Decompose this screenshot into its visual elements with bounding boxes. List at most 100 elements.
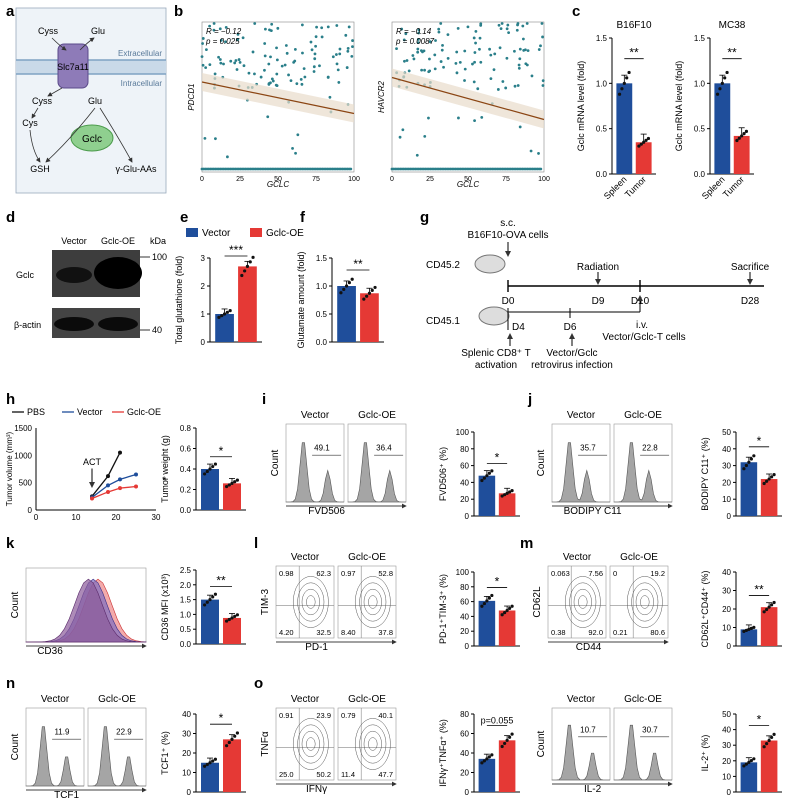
y-axis-label: PD-1⁺TIM-3⁺ (%) (438, 574, 448, 644)
x-tick-label: 0 (390, 176, 394, 183)
data-point (300, 23, 304, 27)
y-tick-label: 3 (201, 254, 206, 263)
stat-p: p = 0.0087 (395, 37, 435, 46)
data-point (508, 606, 512, 610)
data-point (744, 463, 748, 468)
x-tick-label: 0 (200, 176, 204, 183)
data-point (767, 605, 771, 609)
histogram (551, 442, 610, 503)
panel-letter: j (527, 391, 532, 408)
x-tick-label: 50 (274, 176, 282, 183)
data-point (225, 484, 229, 489)
bar-chart-ifng-tnfa: 0 20 40 60 80 p=0.055 IFNγ⁺TNFα⁺ (%) (438, 710, 520, 797)
data-point (437, 30, 441, 34)
data-point (416, 41, 420, 45)
kda-label: kDa (150, 236, 166, 246)
intracellular-label: Intracellular (121, 79, 163, 88)
plot-frame (201, 21, 355, 173)
data-point (218, 27, 222, 31)
y-tick-label: 30 (722, 462, 731, 471)
category-label: Tumor (623, 174, 648, 199)
data-point (242, 64, 246, 68)
data-point (287, 73, 290, 77)
data-point (749, 626, 753, 630)
y-tick-label: 1 (201, 310, 206, 319)
actin-row-label: β-actin (14, 320, 41, 330)
data-point (338, 52, 342, 56)
quadrant-value: 40.1 (378, 711, 393, 720)
data-point (539, 167, 543, 171)
data-point (314, 44, 318, 48)
y-tick-label: 50 (722, 710, 731, 719)
data-point (505, 56, 509, 60)
data-point (234, 59, 238, 62)
x-axis-label: GCLC (267, 180, 289, 189)
quadrant-value: 0.97 (341, 569, 356, 578)
gate-value: 49.1 (314, 444, 330, 453)
data-point (765, 742, 769, 746)
panel-letter: d (6, 209, 15, 226)
data-point (263, 42, 267, 45)
band-actin-oe (98, 317, 138, 331)
significance-label: p=0.055 (481, 715, 514, 725)
scatter-chart-pdcd1: 0 25 50 75 100 GCLC PDCD1 R = −0.12p = 0.025 (187, 21, 360, 189)
data-point (227, 617, 231, 622)
data-point (403, 59, 406, 63)
y-tick-label: 2.0 (180, 581, 192, 590)
data-point (293, 47, 297, 51)
histogram-frame (613, 707, 673, 781)
splenic-label: Splenic CD8⁺ T (461, 348, 531, 359)
data-point (106, 489, 110, 494)
data-point (489, 53, 493, 57)
significance-label: ** (216, 574, 226, 588)
legend-swatch-vector (186, 228, 198, 237)
data-point (742, 764, 746, 768)
y-axis-label: TNFα (260, 731, 271, 756)
data-point (463, 49, 467, 53)
contour-ring (640, 595, 650, 609)
bar (478, 475, 496, 516)
quadrant-value: 0.98 (279, 569, 294, 578)
legend-ef: Vector Gclc-OE (186, 228, 304, 239)
y-tick-label: 0.0 (180, 506, 192, 515)
panel-letter: f (300, 209, 306, 226)
data-point (499, 27, 503, 31)
panel-letter: o (254, 675, 263, 692)
data-point (211, 464, 215, 469)
data-point (767, 477, 771, 481)
data-point (503, 493, 507, 497)
cells-label: B16F10-OVA cells (468, 230, 549, 241)
data-point (540, 22, 544, 25)
histogram (25, 726, 84, 787)
data-point (517, 66, 521, 70)
y-tick-label: 20 (722, 605, 731, 614)
data-point (326, 25, 330, 29)
significance-label: * (162, 475, 167, 487)
data-point (398, 135, 402, 139)
d0-label: D0 (502, 296, 515, 307)
gclc-enzyme (70, 124, 114, 152)
data-point (201, 37, 205, 40)
significance-label: * (757, 713, 762, 727)
quadrant-value: 62.3 (316, 569, 331, 578)
d28-label: D28 (741, 296, 760, 307)
y-tick-label: 40 (460, 612, 469, 621)
data-point (351, 39, 354, 42)
data-point (513, 84, 517, 88)
y-tick-label: 1.5 (316, 254, 328, 263)
bar (760, 607, 778, 646)
bar (478, 758, 496, 792)
data-point (507, 31, 511, 35)
data-point (480, 604, 484, 608)
panel-b-scatter: 0 25 50 75 100 GCLC PDCD1 R = −0.12p = 0.025 0 2… (187, 21, 550, 189)
y-tick-label: 0.0 (316, 338, 328, 347)
significance-label: * (219, 711, 224, 725)
data-point (309, 40, 313, 44)
data-point (301, 51, 304, 55)
cyss-top-label: Cyss (38, 26, 58, 36)
y-axis-label: Glutamate amount (fold) (296, 251, 306, 348)
data-point (208, 598, 212, 602)
sample-label-oe: Gclc-OE (624, 410, 662, 421)
data-point (463, 67, 467, 71)
y-tick-label: 0 (28, 506, 33, 515)
